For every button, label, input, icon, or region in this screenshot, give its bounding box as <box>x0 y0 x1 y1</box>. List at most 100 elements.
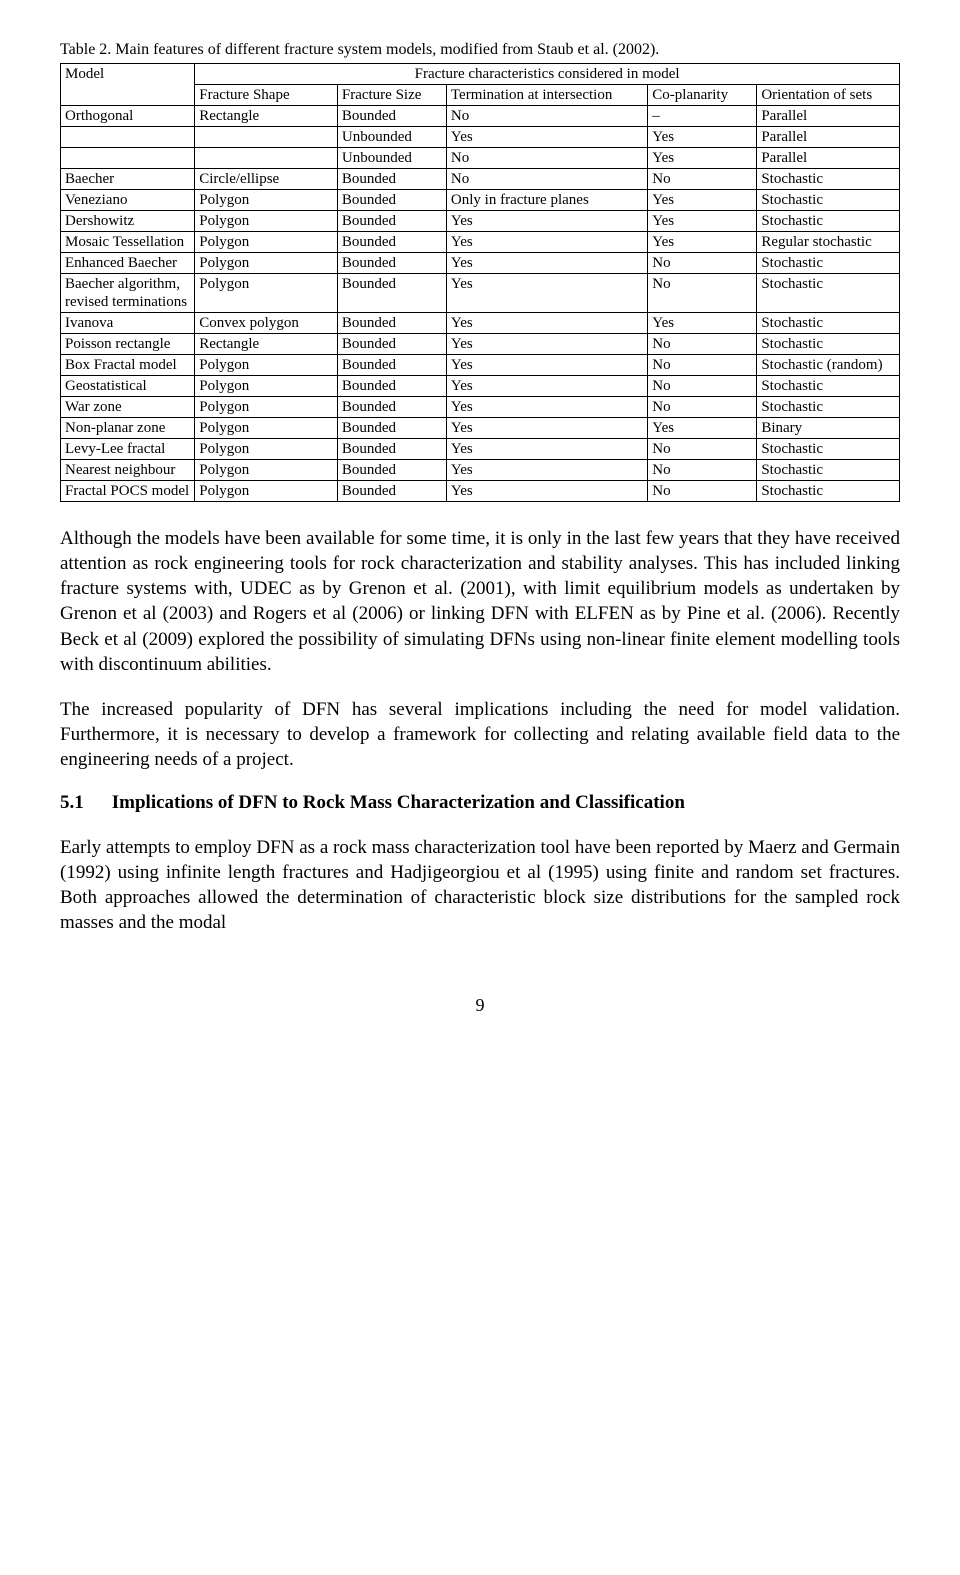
table-row: UnboundedYesYesParallel <box>61 127 900 148</box>
table-row: Fractal POCS modelPolygonBoundedYesNoSto… <box>61 481 900 502</box>
table-cell: No <box>648 169 757 190</box>
table-cell: Bounded <box>337 418 446 439</box>
table-cell: Stochastic <box>757 274 900 313</box>
table-cell: Stochastic <box>757 169 900 190</box>
table-cell: No <box>648 274 757 313</box>
table-cell: Yes <box>446 211 647 232</box>
table-cell: Stochastic <box>757 439 900 460</box>
table-cell: Bounded <box>337 397 446 418</box>
table-cell: Baecher <box>61 169 195 190</box>
table-cell: Bounded <box>337 481 446 502</box>
table-cell: No <box>648 397 757 418</box>
table-cell: Fractal POCS model <box>61 481 195 502</box>
table-cell: No <box>446 169 647 190</box>
table-cell: Yes <box>446 439 647 460</box>
table-cell: Yes <box>648 148 757 169</box>
table-cell: Enhanced Baecher <box>61 253 195 274</box>
table-cell: Bounded <box>337 439 446 460</box>
page-number: 9 <box>60 995 900 1017</box>
table-row: Levy-Lee fractalPolygonBoundedYesNoStoch… <box>61 439 900 460</box>
table-cell: Stochastic <box>757 253 900 274</box>
table-row: War zonePolygonBoundedYesNoStochastic <box>61 397 900 418</box>
table-cell: Bounded <box>337 355 446 376</box>
table-cell: Bounded <box>337 313 446 334</box>
table-cell: No <box>648 376 757 397</box>
table-header-row-1: Model Fracture characteristics considere… <box>61 64 900 85</box>
fracture-models-table: Model Fracture characteristics considere… <box>60 63 900 502</box>
table-cell: No <box>446 148 647 169</box>
table-cell: Polygon <box>195 418 338 439</box>
table-cell: Yes <box>648 418 757 439</box>
table-cell: Stochastic <box>757 481 900 502</box>
table-cell: Yes <box>446 334 647 355</box>
table-cell: Binary <box>757 418 900 439</box>
table-row: UnboundedNoYesParallel <box>61 148 900 169</box>
table-cell: No <box>648 439 757 460</box>
table-cell: Polygon <box>195 397 338 418</box>
section-number: 5.1 <box>60 792 84 815</box>
table-cell <box>195 148 338 169</box>
table-caption: Table 2. Main features of different frac… <box>60 40 900 59</box>
table-row: Box Fractal modelPolygonBoundedYesNoStoc… <box>61 355 900 376</box>
col-shape: Fracture Shape <box>195 85 338 106</box>
table-cell: Veneziano <box>61 190 195 211</box>
table-cell: Bounded <box>337 376 446 397</box>
table-cell: Stochastic <box>757 211 900 232</box>
table-cell: Yes <box>446 376 647 397</box>
table-row: Enhanced BaecherPolygonBoundedYesNoStoch… <box>61 253 900 274</box>
table-cell: Stochastic <box>757 376 900 397</box>
table-cell: Yes <box>446 397 647 418</box>
col-coplanarity: Co-planarity <box>648 85 757 106</box>
table-cell: Stochastic (random) <box>757 355 900 376</box>
table-cell: Parallel <box>757 106 900 127</box>
table-cell <box>61 148 195 169</box>
col-orientation: Orientation of sets <box>757 85 900 106</box>
table-cell: Polygon <box>195 460 338 481</box>
table-cell: Regular stochastic <box>757 232 900 253</box>
table-cell: Circle/ellipse <box>195 169 338 190</box>
table-cell: Baecher algorithm, revised terminations <box>61 274 195 313</box>
table-cell: Poisson rectangle <box>61 334 195 355</box>
table-cell: Stochastic <box>757 397 900 418</box>
table-cell: Bounded <box>337 460 446 481</box>
table-cell: Bounded <box>337 190 446 211</box>
table-cell: Only in fracture planes <box>446 190 647 211</box>
table-cell: No <box>446 106 647 127</box>
table-cell: Yes <box>446 274 647 313</box>
table-cell: Polygon <box>195 481 338 502</box>
table-cell: Bounded <box>337 211 446 232</box>
table-cell: No <box>648 481 757 502</box>
table-cell: Yes <box>648 190 757 211</box>
table-cell: Stochastic <box>757 313 900 334</box>
paragraph: Early attempts to employ DFN as a rock m… <box>60 835 900 935</box>
table-cell: Polygon <box>195 232 338 253</box>
table-row: BaecherCircle/ellipseBoundedNoNoStochast… <box>61 169 900 190</box>
table-row: OrthogonalRectangleBoundedNo–Parallel <box>61 106 900 127</box>
paragraph: The increased popularity of DFN has seve… <box>60 697 900 772</box>
table-cell: Nearest neighbour <box>61 460 195 481</box>
table-cell: Stochastic <box>757 460 900 481</box>
table-cell: Yes <box>446 481 647 502</box>
table-cell: Polygon <box>195 190 338 211</box>
table-row: VenezianoPolygonBoundedOnly in fracture … <box>61 190 900 211</box>
table-cell: Unbounded <box>337 148 446 169</box>
table-row: Mosaic TessellationPolygonBoundedYesYesR… <box>61 232 900 253</box>
table-cell: Non-planar zone <box>61 418 195 439</box>
section-heading: 5.1Implications of DFN to Rock Mass Char… <box>60 792 900 815</box>
table-cell: Yes <box>446 355 647 376</box>
table-cell: Polygon <box>195 376 338 397</box>
table-cell: Polygon <box>195 439 338 460</box>
table-cell: No <box>648 460 757 481</box>
table-cell: Parallel <box>757 127 900 148</box>
col-span-characteristics: Fracture characteristics considered in m… <box>195 64 900 85</box>
table-row: GeostatisticalPolygonBoundedYesNoStochas… <box>61 376 900 397</box>
table-cell: Bounded <box>337 232 446 253</box>
table-cell: Stochastic <box>757 334 900 355</box>
table-cell: Yes <box>446 127 647 148</box>
table-cell: Yes <box>446 313 647 334</box>
table-row: Nearest neighbourPolygonBoundedYesNoStoc… <box>61 460 900 481</box>
table-cell: Yes <box>648 211 757 232</box>
table-cell: Bounded <box>337 253 446 274</box>
table-cell: Mosaic Tessellation <box>61 232 195 253</box>
col-model: Model <box>61 64 195 106</box>
